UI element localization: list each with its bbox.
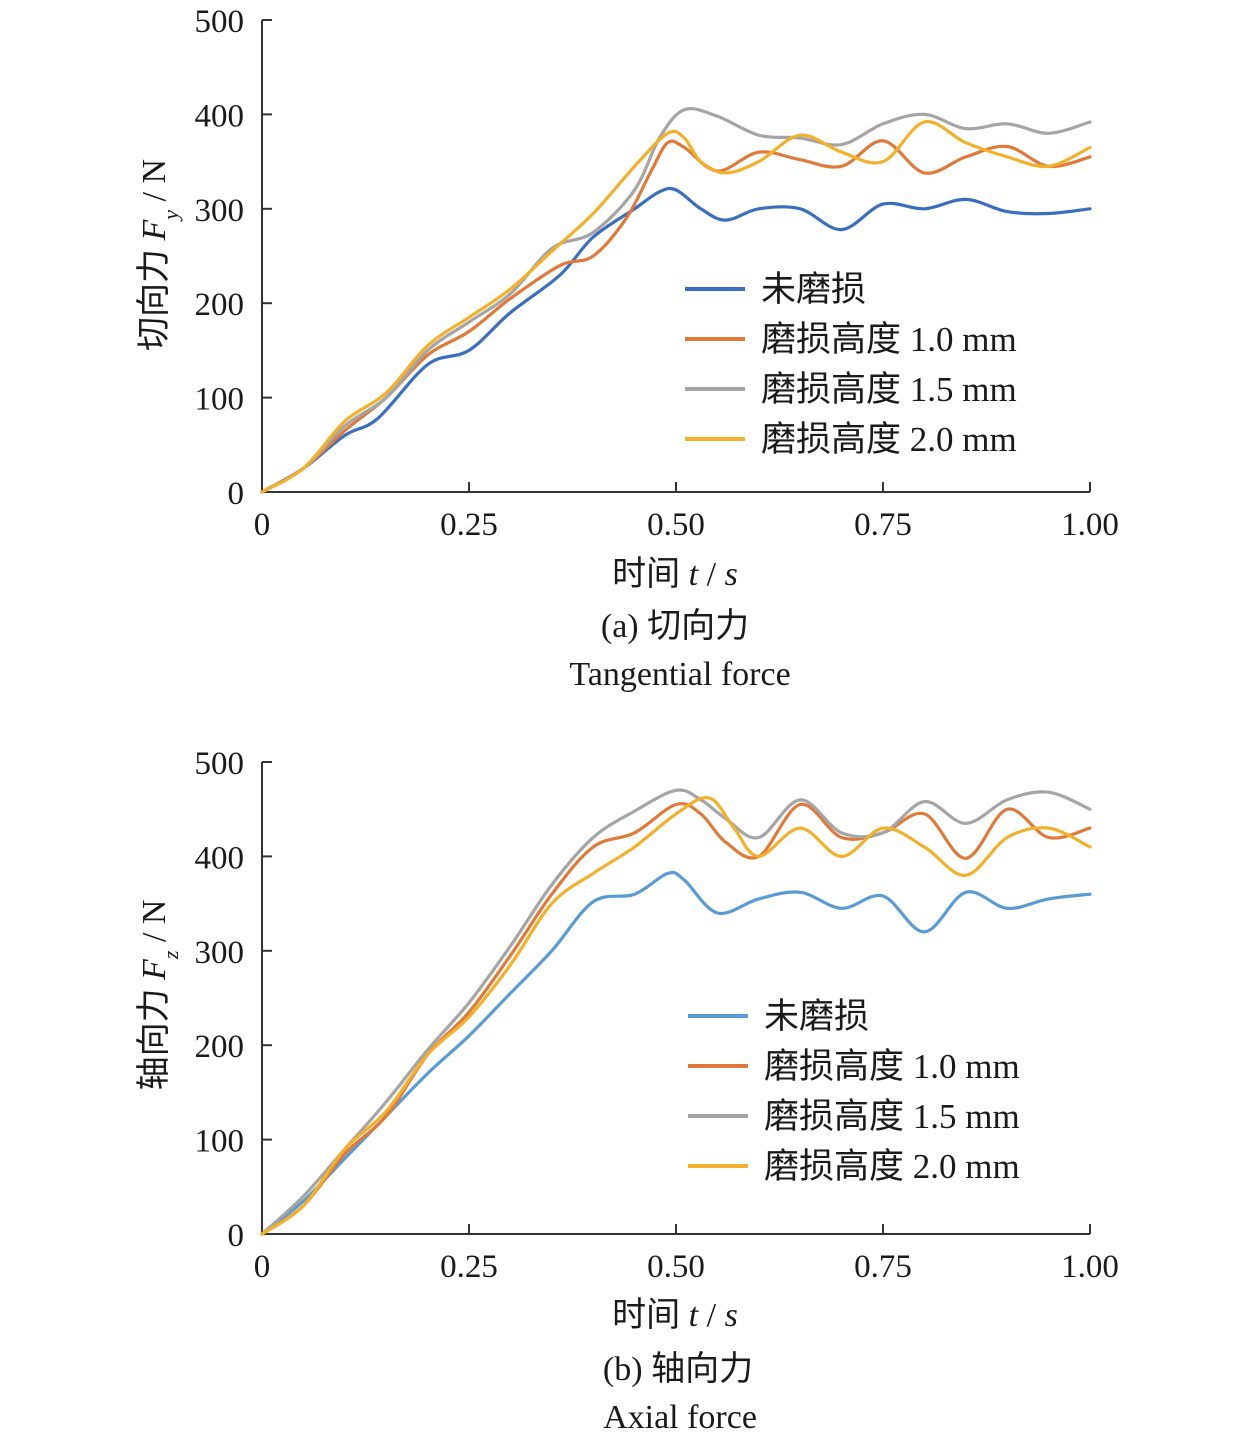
legend-label-4: 磨损高度 2.0 mm — [764, 1147, 1020, 1186]
panel-b-xlabel: 时间 t / s — [612, 1297, 738, 1334]
legend-label-1: 未磨损 — [761, 270, 866, 309]
y-tick-label: 200 — [195, 287, 245, 323]
y-tick-label: 100 — [195, 382, 245, 418]
panel-a-plot: 0 100 200 300 400 500 0 0.25 0.50 0.75 1.00 — [195, 4, 1119, 543]
x-tick-label: 0.75 — [854, 507, 912, 543]
panel-a-xlabel: 时间 t / s — [612, 556, 738, 593]
y-tick-label: 0 — [228, 1218, 245, 1254]
x-tick-label: 1.00 — [1061, 1249, 1119, 1285]
y-tick-label: 500 — [195, 4, 245, 40]
panel-b-caption: (b) 轴向力 — [603, 1350, 753, 1388]
legend-label-4: 磨损高度 2.0 mm — [761, 420, 1017, 459]
x-tick-label: 0.75 — [854, 1249, 912, 1285]
x-tick-label: 0.50 — [647, 507, 705, 543]
y-tick-label: 300 — [195, 193, 245, 229]
y-tick-label: 300 — [195, 935, 245, 971]
y-tick-label: 400 — [195, 98, 245, 134]
x-tick-label: 0 — [254, 507, 271, 543]
series-line-4 — [260, 795, 1092, 1236]
legend-label-2: 磨损高度 1.0 mm — [764, 1047, 1020, 1086]
legend-label-1: 未磨损 — [764, 997, 869, 1036]
panel-b-plot: 0 100 200 300 400 500 0 0.25 0.50 0.75 1.00 — [195, 746, 1119, 1285]
x-tick-label: 0.25 — [440, 1249, 498, 1285]
legend-label-3: 磨损高度 1.5 mm — [761, 370, 1017, 409]
panel-a-caption-en: Tangential force — [569, 656, 790, 693]
series-line-4 — [260, 120, 1092, 494]
panel-a-ylabel: 切向力 Fy / N — [135, 159, 183, 351]
legend-label-3: 磨损高度 1.5 mm — [764, 1097, 1020, 1136]
series-line-3 — [260, 107, 1092, 494]
x-tick-label: 0.50 — [647, 1249, 705, 1285]
legend-label-2: 磨损高度 1.0 mm — [761, 320, 1017, 359]
y-tick-label: 100 — [195, 1124, 245, 1160]
y-tick-label: 400 — [195, 840, 245, 876]
panel-b-caption-en: Axial force — [603, 1399, 757, 1436]
panel-a: 0 100 200 300 400 500 0 0.25 0.50 0.75 1.00 未磨损磨损高… — [135, 4, 1119, 693]
panel-a-caption: (a) 切向力 — [601, 607, 749, 645]
y-tick-label: 500 — [195, 746, 245, 782]
x-tick-label: 0 — [254, 1249, 271, 1285]
x-tick-label: 1.00 — [1061, 507, 1119, 543]
series-line-3 — [260, 788, 1092, 1236]
x-tick-label: 0.25 — [440, 507, 498, 543]
panel-b: 0 100 200 300 400 500 0 0.25 0.50 0.75 1.00 未磨损磨损高… — [135, 746, 1119, 1436]
series-line-1 — [260, 186, 1092, 494]
series-line-2 — [260, 139, 1092, 494]
panel-b-ylabel: 轴向力 Fz / N — [135, 900, 183, 1091]
series-line-1 — [260, 870, 1092, 1236]
y-tick-label: 200 — [195, 1029, 245, 1065]
y-tick-label: 0 — [228, 476, 245, 512]
